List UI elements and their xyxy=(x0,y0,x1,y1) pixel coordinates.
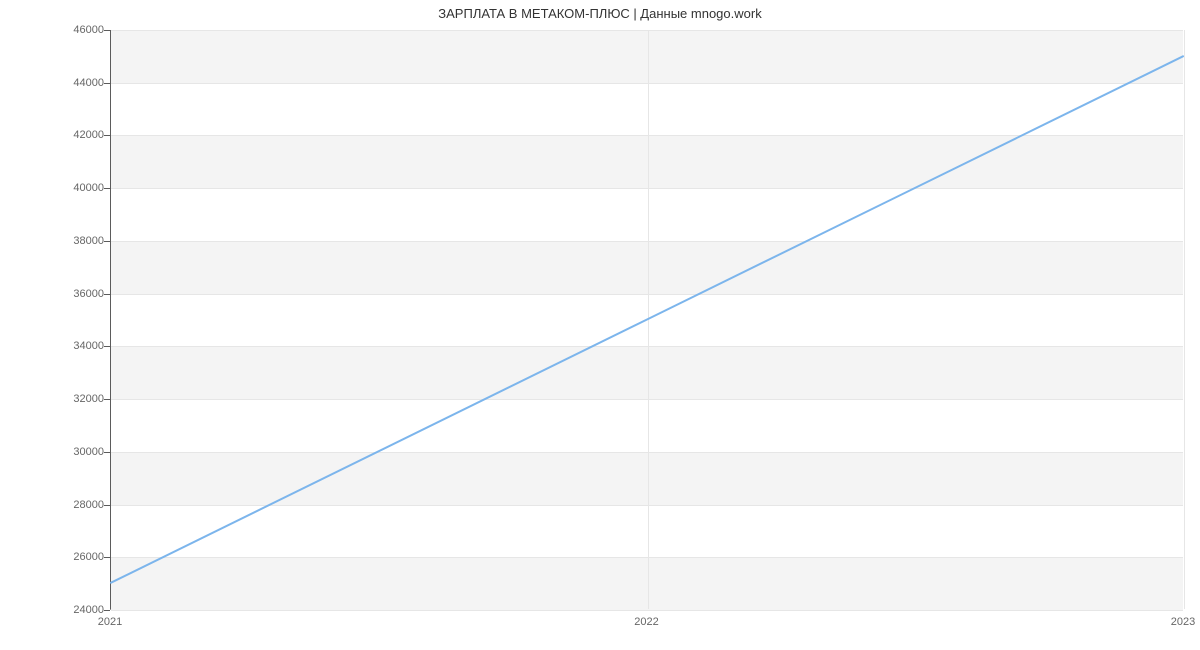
plot-area xyxy=(110,30,1183,610)
y-axis-tick-label: 28000 xyxy=(14,499,104,511)
y-axis-tick-mark xyxy=(104,135,110,136)
y-axis-tick-label: 24000 xyxy=(14,604,104,616)
line-layer xyxy=(111,30,1183,609)
gridline-vertical xyxy=(1184,30,1185,609)
series-line-salary xyxy=(111,56,1183,582)
y-axis-tick-label: 40000 xyxy=(14,182,104,194)
y-axis-tick-mark xyxy=(104,241,110,242)
y-axis-tick-label: 46000 xyxy=(14,24,104,36)
chart-container: ЗАРПЛАТА В МЕТАКОМ-ПЛЮС | Данные mnogo.w… xyxy=(0,0,1200,650)
y-axis-tick-mark xyxy=(104,30,110,31)
y-axis-tick-mark xyxy=(104,505,110,506)
gridline-horizontal xyxy=(111,610,1183,611)
y-axis-tick-label: 32000 xyxy=(14,393,104,405)
y-axis-tick-mark xyxy=(104,188,110,189)
y-axis-tick-label: 30000 xyxy=(14,446,104,458)
x-axis-tick-label: 2021 xyxy=(98,616,122,628)
chart-title: ЗАРПЛАТА В МЕТАКОМ-ПЛЮС | Данные mnogo.w… xyxy=(0,6,1200,21)
y-axis-tick-mark xyxy=(104,557,110,558)
y-axis-tick-mark xyxy=(104,83,110,84)
y-axis-tick-mark xyxy=(104,399,110,400)
y-axis-tick-label: 44000 xyxy=(14,77,104,89)
y-axis-tick-label: 36000 xyxy=(14,288,104,300)
y-axis-tick-label: 38000 xyxy=(14,235,104,247)
y-axis-tick-label: 34000 xyxy=(14,340,104,352)
y-axis-tick-mark xyxy=(104,294,110,295)
y-axis-tick-label: 26000 xyxy=(14,551,104,563)
y-axis-tick-mark xyxy=(104,346,110,347)
x-axis-tick-label: 2022 xyxy=(634,616,658,628)
y-axis-tick-mark xyxy=(104,452,110,453)
y-axis-tick-label: 42000 xyxy=(14,129,104,141)
y-axis-tick-mark xyxy=(104,610,110,611)
x-axis-tick-label: 2023 xyxy=(1171,616,1195,628)
